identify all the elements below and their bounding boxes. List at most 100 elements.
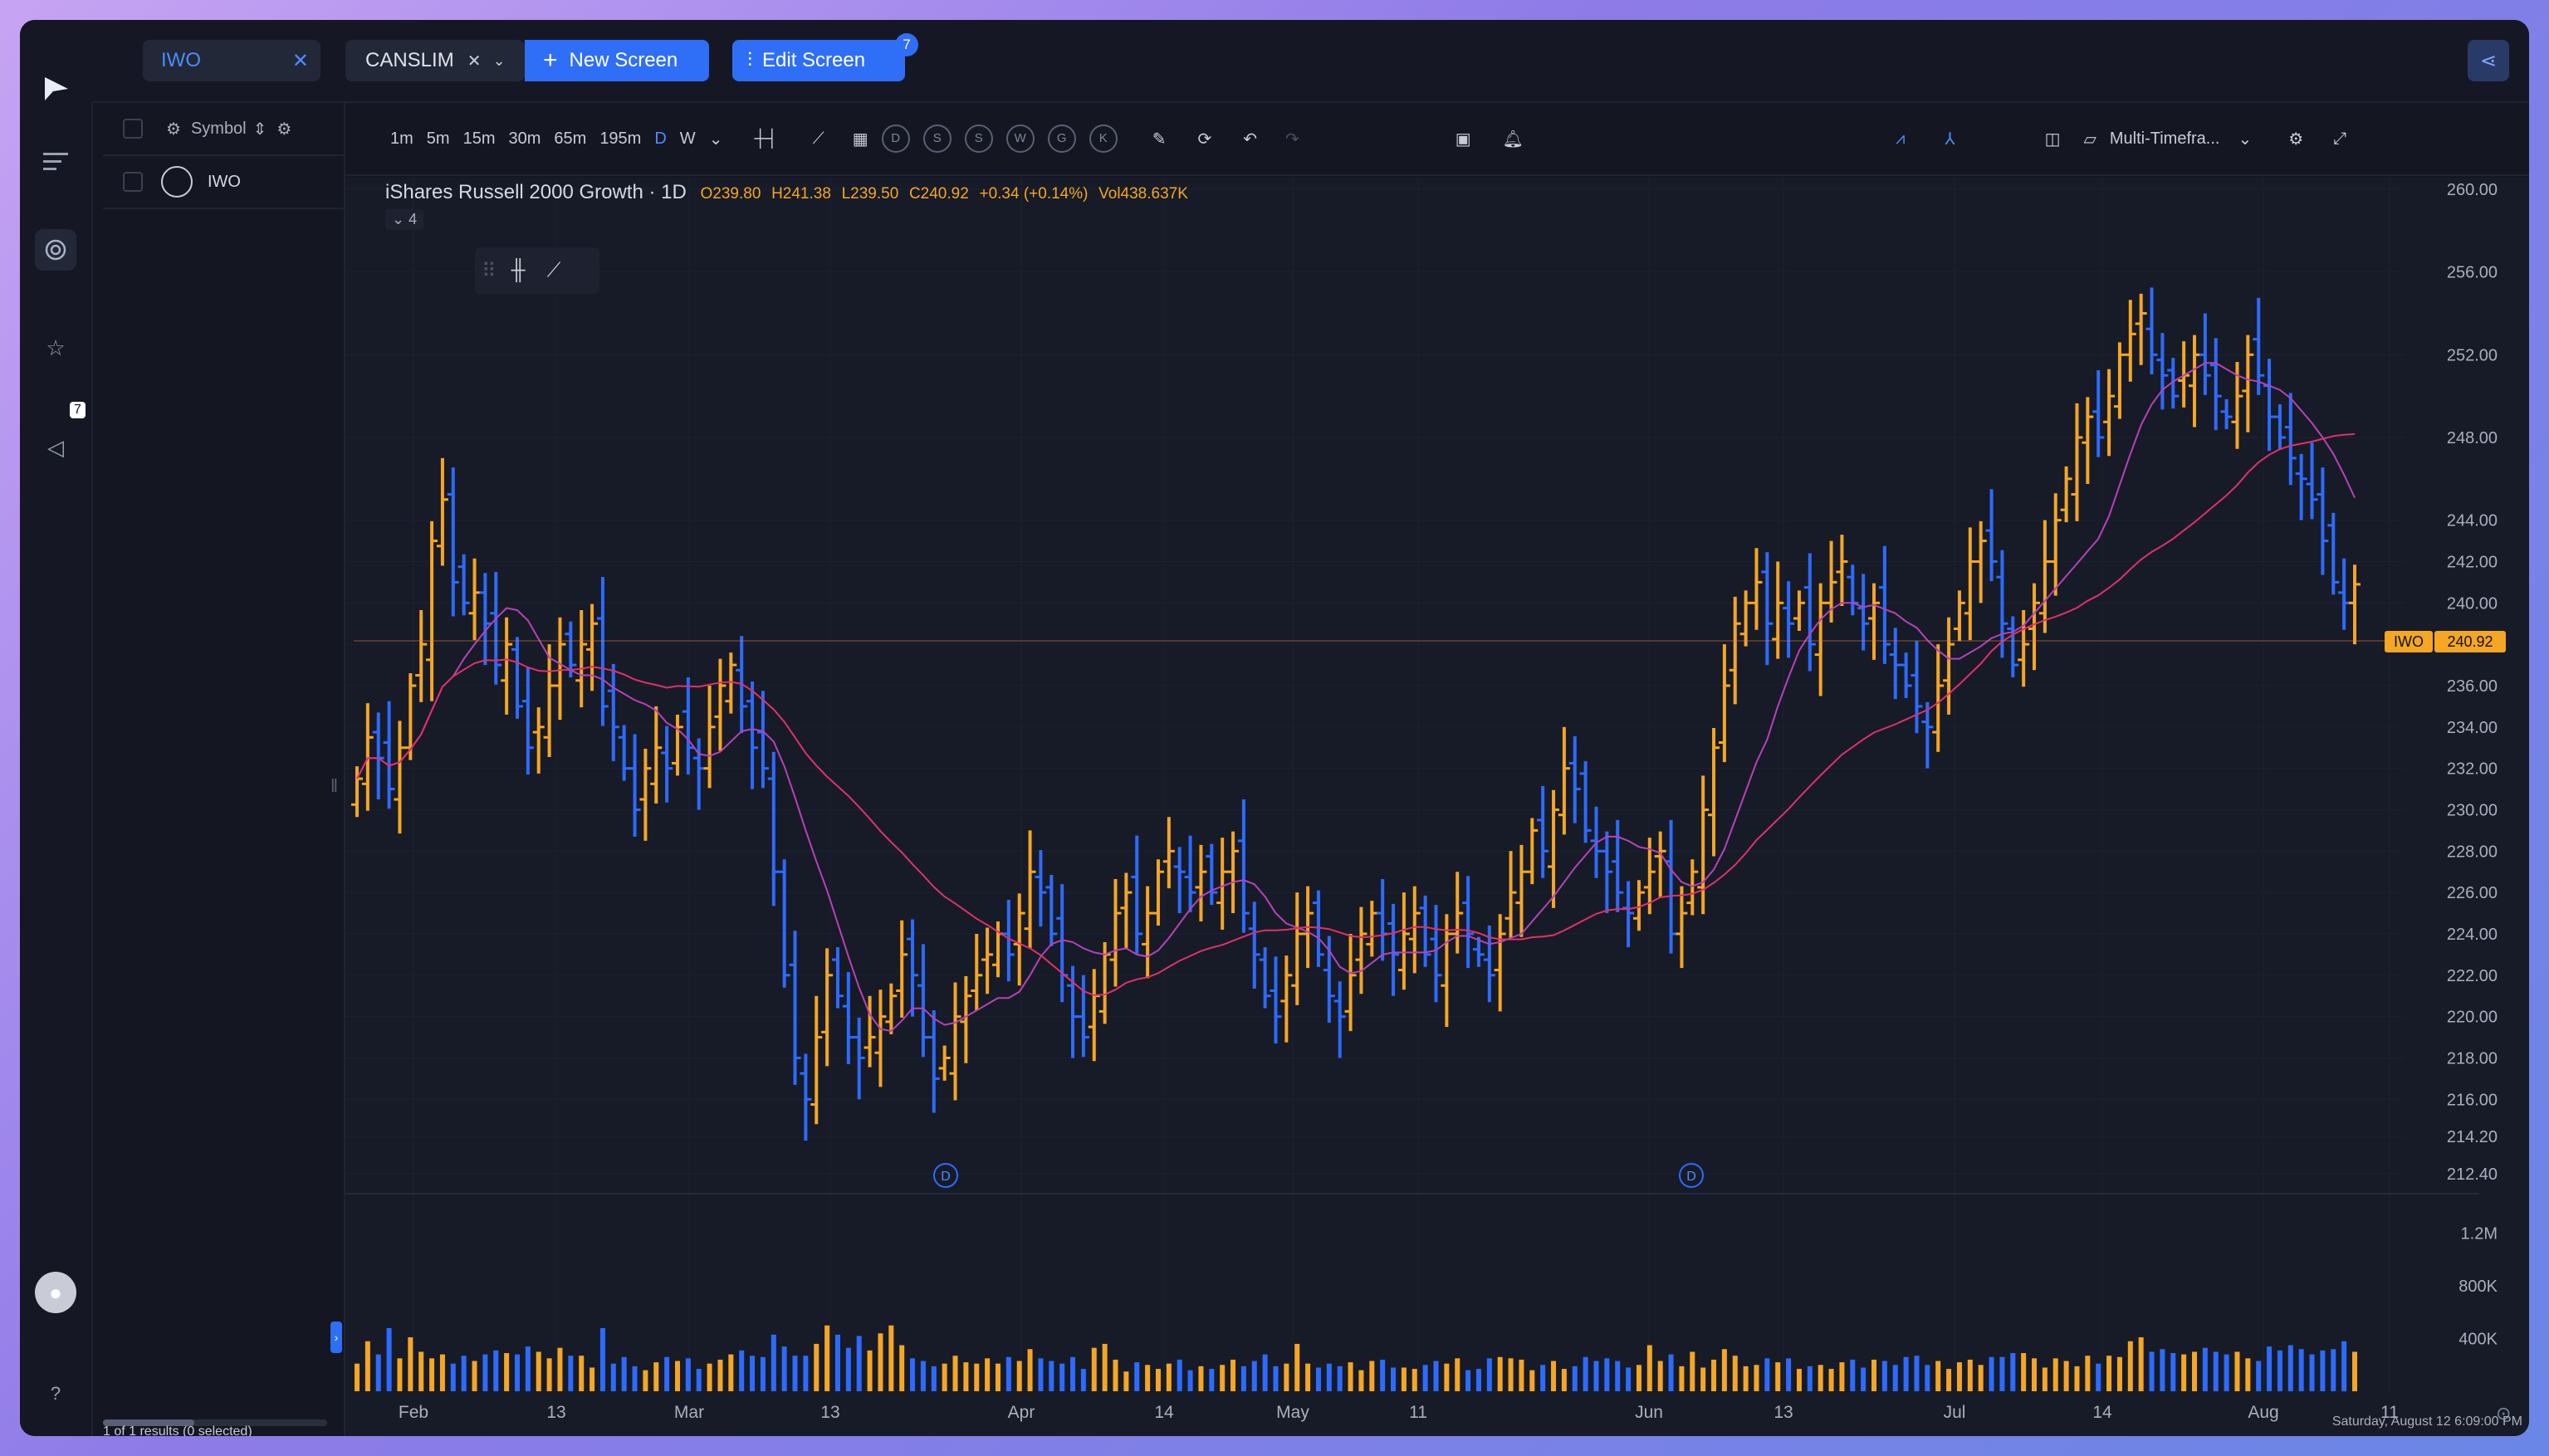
help-icon[interactable]: ?: [50, 1383, 61, 1404]
calendar-icon[interactable]: ▣: [1455, 129, 1471, 149]
layout-icon[interactable]: ◫: [2044, 129, 2061, 149]
star-icon[interactable]: ☆: [46, 335, 66, 360]
close-icon[interactable]: ✕: [291, 49, 309, 72]
panel-resize-handle[interactable]: ‖: [330, 775, 339, 796]
volume-bar: [2352, 1351, 2357, 1391]
pencil-icon[interactable]: ✎: [1152, 129, 1167, 149]
sort-icon[interactable]: ⇕: [252, 120, 267, 139]
chart-toolbar: 1m 5m 15m 30m 65m 195m D W ⌄ ┼┤ ⟋ ▦ D S …: [345, 103, 2529, 176]
screener-icon[interactable]: [35, 229, 76, 271]
circle-k[interactable]: K: [1089, 125, 1118, 153]
volume-bar: [408, 1336, 413, 1391]
chevron-down-icon[interactable]: ⌄: [708, 129, 723, 149]
ohlc-bar: [1622, 881, 1635, 948]
tf-65m[interactable]: 65m: [554, 129, 587, 148]
indicators-icon[interactable]: ⟋: [812, 129, 824, 148]
volume-bar: [1475, 1369, 1481, 1391]
redo-icon[interactable]: ↷: [1285, 129, 1299, 149]
chevron-down-icon[interactable]: ⌄: [492, 51, 506, 69]
volume-bar: [1786, 1358, 1792, 1391]
fullscreen-icon[interactable]: ⤢: [2333, 129, 2347, 148]
volume-bar: [888, 1325, 894, 1391]
tf-d[interactable]: D: [654, 129, 667, 148]
volume-bar: [2256, 1361, 2262, 1391]
tf-195m[interactable]: 195m: [599, 129, 642, 148]
volume-bar: [1123, 1371, 1129, 1391]
volume-bar: [2202, 1347, 2208, 1391]
volume-bar: [1914, 1356, 1920, 1391]
megaphone-icon[interactable]: ◁: [47, 434, 64, 460]
expand-panel-button[interactable]: ›: [330, 1322, 342, 1353]
undo-icon[interactable]: ↶: [1243, 129, 1257, 149]
clear-icon[interactable]: ✕: [467, 51, 482, 71]
new-screen-button[interactable]: + New Screen: [525, 40, 709, 81]
ohlc-bar: [1996, 550, 2008, 658]
ohlc-bar: [479, 573, 492, 666]
ohlc-bar: [2018, 610, 2030, 687]
volume-bar: [834, 1334, 840, 1391]
ohlc-bar: [1045, 874, 1058, 946]
volume-bar: [2106, 1356, 2112, 1391]
circle-w[interactable]: W: [1005, 125, 1035, 153]
volume-bar: [1615, 1361, 1621, 1391]
circle-s1[interactable]: S: [922, 125, 952, 153]
dividend-marker[interactable]: [1679, 1163, 1704, 1188]
ohlc-bar: [2327, 512, 2340, 595]
camera-icon[interactable]: ⊙: [2496, 1403, 2511, 1424]
table-row[interactable]: IWO: [103, 156, 344, 209]
ohlc-bar: [1537, 785, 1549, 878]
logo-icon[interactable]: [35, 68, 76, 110]
tf-1m[interactable]: 1m: [390, 129, 413, 148]
legend-open: O239.80: [700, 185, 761, 203]
row-checkbox[interactable]: [123, 172, 143, 192]
y-tick-label: 248.00: [2447, 429, 2498, 447]
select-all-checkbox[interactable]: [123, 119, 143, 139]
compare-icon[interactable]: ⅄: [1945, 129, 1955, 149]
bar-style-icon[interactable]: ┼┤: [754, 129, 778, 148]
circle-s2[interactable]: S: [964, 125, 993, 153]
tf-30m[interactable]: 30m: [508, 129, 541, 148]
ohlc-bar: [1889, 628, 1901, 700]
gear-icon[interactable]: ⚙: [166, 120, 181, 139]
candle-tool-icon[interactable]: ╫: [511, 259, 526, 281]
layout-select[interactable]: Multi-Timefra...: [2109, 129, 2220, 148]
tf-15m[interactable]: 15m: [462, 129, 496, 148]
ohlc-bar: [2231, 362, 2243, 449]
screen-select[interactable]: CANSLIM ✕ ⌄: [345, 40, 525, 81]
price-chart[interactable]: 260.00 256.00 252.00 248.00 244.00 242.00 240.…: [330, 178, 2529, 1436]
dividend-marker[interactable]: [933, 1163, 958, 1188]
volume-bar: [355, 1363, 360, 1391]
share-icon[interactable]: ⋖: [2468, 40, 2509, 81]
symbol-search[interactable]: IWO ✕: [143, 40, 320, 81]
ohlc-bar: [447, 467, 459, 617]
edit-screen-button[interactable]: ⫶ Edit Screen: [732, 40, 905, 81]
y-tick-label: 214.20: [2447, 1128, 2498, 1146]
ohlc-bar: [607, 663, 619, 761]
volume-bar: [2181, 1354, 2187, 1391]
volume-bar: [931, 1366, 937, 1391]
grid-icon[interactable]: ▦: [852, 129, 868, 149]
symbol-column-header[interactable]: Symbol: [190, 119, 247, 138]
avatar[interactable]: ●: [35, 1272, 76, 1313]
ohlc-bar: [692, 738, 705, 810]
menu-icon[interactable]: [35, 141, 76, 183]
volume-bar: [1754, 1365, 1759, 1391]
column-settings-icon[interactable]: ⚙: [276, 120, 292, 139]
refresh-icon[interactable]: ⟳: [1197, 129, 1212, 149]
chevron-down-icon[interactable]: ⌄: [2238, 129, 2253, 149]
studies-toggle[interactable]: ⌄ 4: [385, 209, 424, 230]
tf-w[interactable]: W: [679, 129, 696, 148]
alert-icon[interactable]: 🔔︎: [1502, 129, 1524, 149]
ohlc-bar: [1579, 760, 1592, 843]
x-tick-label: May: [1276, 1403, 1309, 1422]
circle-g[interactable]: G: [1047, 125, 1076, 153]
tf-5m[interactable]: 5m: [426, 129, 450, 148]
line-chart-icon[interactable]: ⩘: [1896, 129, 1906, 148]
horizontal-scrollbar[interactable]: [103, 1419, 327, 1426]
settings-icon[interactable]: ⚙: [2288, 129, 2304, 149]
circle-d[interactable]: D: [881, 125, 910, 153]
chart-svg[interactable]: 260.00 256.00 252.00 248.00 244.00 242.00 240.…: [345, 178, 2529, 1436]
volume-bar: [1155, 1369, 1161, 1391]
drag-handle-icon[interactable]: ⠿: [482, 259, 497, 282]
trendline-tool-icon[interactable]: ⟋: [546, 259, 561, 281]
